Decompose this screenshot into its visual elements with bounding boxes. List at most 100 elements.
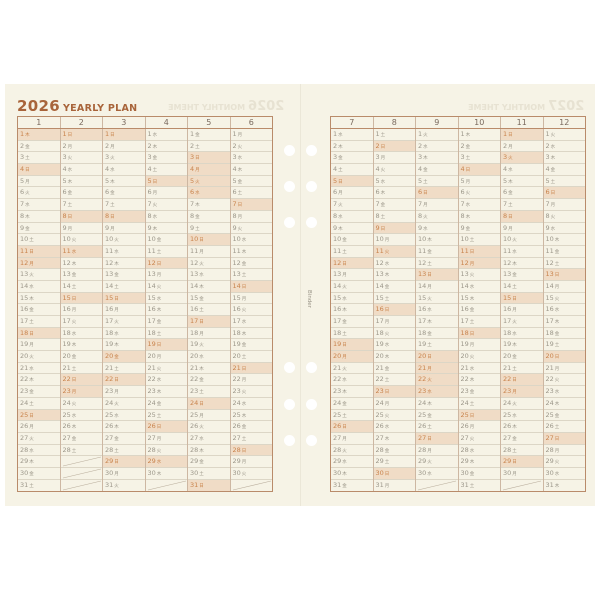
- day-number: 24: [545, 398, 554, 407]
- weekday-label: 月: [152, 191, 158, 197]
- day-cell: 3木: [543, 152, 585, 165]
- weekday-label: 火: [465, 191, 471, 197]
- day-number: 15: [460, 293, 469, 302]
- weekday-label: 火: [427, 460, 432, 466]
- day-number: 1: [20, 130, 25, 138]
- day-cell: 29火: [543, 456, 585, 468]
- day-cell: 16火: [230, 304, 272, 316]
- weekday-label: 木: [554, 238, 560, 244]
- day-cell: 20水: [188, 351, 230, 363]
- day-number: 1: [232, 130, 237, 138]
- weekday-label: 土: [29, 320, 34, 325]
- day-cell: 14土: [501, 281, 543, 293]
- weekday-label: 土: [114, 284, 119, 290]
- weekday-label: 月: [554, 366, 560, 372]
- weekday-label: 金: [384, 366, 390, 372]
- weekday-label: 水: [338, 214, 343, 220]
- day-number: 7: [20, 200, 25, 209]
- day-cell: 2金: [458, 141, 500, 153]
- day-cell: 4金: [416, 164, 458, 176]
- day-cell: 7土: [103, 199, 145, 211]
- day-cell: 13金: [60, 269, 102, 281]
- weekday-label: 月: [237, 133, 243, 138]
- day-number: 4: [147, 165, 152, 174]
- day-cell: 17火: [103, 316, 145, 328]
- day-number: 22: [232, 375, 241, 384]
- weekday-label: 日: [156, 343, 162, 349]
- day-number: 4: [232, 165, 237, 174]
- day-cell: 21日: [230, 362, 272, 375]
- day-number: 30: [190, 468, 199, 477]
- day-number: 16: [20, 305, 29, 314]
- day-number: 19: [20, 340, 29, 349]
- day-cell: 30水: [543, 468, 585, 480]
- day-number: 12: [105, 258, 114, 267]
- day-cell: 10土: [458, 234, 500, 246]
- day-number: 10: [20, 235, 29, 244]
- weekday-label: 火: [427, 378, 432, 384]
- day-cell: 18水: [60, 328, 102, 340]
- weekday-label: 水: [241, 320, 247, 325]
- day-cell: 16金: [458, 304, 500, 316]
- weekday-label: 水: [380, 179, 386, 185]
- weekday-label: 月: [427, 366, 432, 372]
- weekday-label: 月: [156, 436, 162, 442]
- weekday-label: 月: [67, 144, 73, 150]
- weekday-label: 火: [29, 436, 34, 442]
- weekday-label: 木: [427, 320, 432, 325]
- weekday-label: 月: [29, 425, 34, 431]
- weekday-label: 日: [156, 261, 162, 267]
- day-number: 7: [460, 200, 465, 209]
- weekday-label: 木: [469, 378, 475, 384]
- weekday-label: 水: [67, 168, 73, 174]
- weekday-label: 水: [427, 471, 432, 477]
- day-number: 21: [232, 363, 241, 372]
- day-number: 1: [333, 130, 338, 138]
- weekday-label: 水: [469, 284, 475, 290]
- day-cell: 27日: [543, 432, 585, 445]
- weekday-label: 日: [427, 355, 432, 361]
- weekday-label: 月: [29, 261, 34, 267]
- day-number: 15: [105, 293, 114, 302]
- weekday-label: 月: [427, 448, 432, 454]
- day-number: 21: [105, 363, 114, 372]
- weekday-label: 日: [380, 226, 386, 232]
- day-cell: 26日: [145, 421, 187, 433]
- weekday-label: 日: [199, 401, 204, 407]
- day-cell: 14火: [145, 281, 187, 293]
- day-cell: 5土: [543, 176, 585, 188]
- weekday-label: 木: [338, 144, 343, 150]
- day-number: 7: [105, 200, 110, 209]
- day-number: 23: [418, 387, 427, 396]
- day-number: 14: [190, 281, 199, 290]
- weekday-label: 日: [237, 203, 243, 209]
- binder-hole: [306, 362, 317, 373]
- day-cell: 18金: [543, 328, 585, 340]
- day-number: 7: [375, 200, 380, 209]
- weekday-label: 月: [338, 191, 343, 197]
- day-number: 31: [105, 480, 114, 489]
- day-number: 12: [375, 258, 384, 267]
- weekday-label: 金: [241, 261, 247, 267]
- day-number: 7: [147, 200, 152, 209]
- day-number: 4: [105, 165, 110, 174]
- weekday-label: 火: [156, 448, 162, 454]
- day-number: 31: [375, 480, 384, 489]
- day-cell: 3金: [145, 152, 187, 165]
- weekday-label: 木: [29, 460, 34, 466]
- weekday-label: 日: [384, 471, 390, 477]
- weekday-label: 水: [384, 425, 390, 431]
- day-cell: 29日: [501, 456, 543, 468]
- day-number: 23: [333, 387, 342, 396]
- day-cell: 22水: [145, 374, 187, 387]
- day-number: 28: [375, 445, 384, 454]
- day-cell: 18火: [373, 328, 415, 340]
- day-cell: 27水: [188, 433, 230, 445]
- day-number: 26: [333, 422, 342, 431]
- day-cell: 5日: [331, 175, 373, 188]
- empty-day-cell: [60, 456, 102, 468]
- day-number: 28: [190, 445, 199, 454]
- day-number: 25: [105, 410, 114, 419]
- day-number: 14: [105, 281, 114, 290]
- day-number: 16: [105, 305, 114, 314]
